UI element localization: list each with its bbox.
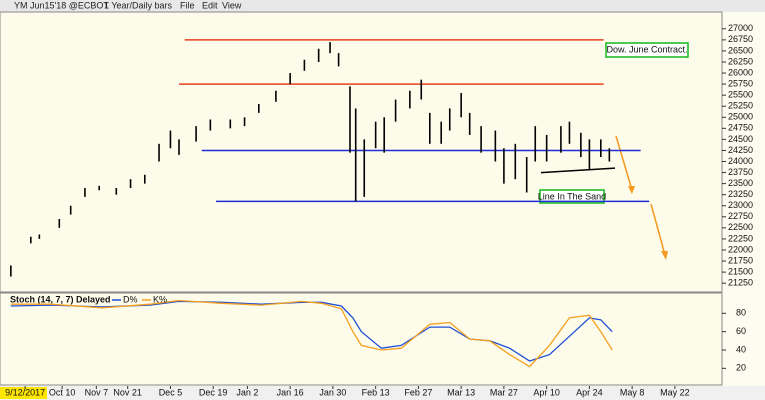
y-tick-label: 22500 [728,222,753,232]
y-tick-label: 25250 [728,101,753,111]
menu-view[interactable]: View [222,0,242,10]
y-tick-label: 26750 [728,34,753,44]
toolbar [0,0,765,12]
x-tick-label: Jan 16 [277,387,304,397]
y-tick-label: 26000 [728,67,753,77]
annotation: Line In The Sand [538,191,606,201]
y-tick-label: 26500 [728,45,753,55]
y-tick-label: 24750 [728,123,753,133]
y-tick-label: 27000 [728,23,753,33]
x-tick-label: Nov 7 [85,387,109,397]
y-tick-label: 21250 [728,278,753,288]
y-tick-label: 20 [736,363,746,373]
menu-edit[interactable]: Edit [202,0,218,10]
x-tick-label: Feb 27 [404,387,432,397]
x-tick-label: May 22 [660,387,690,397]
legend-label: K% [153,294,167,304]
stoch-line [10,299,613,368]
arrow [615,135,633,191]
x-tick-label: Dec 19 [199,387,228,397]
arrow [650,203,666,256]
symbol[interactable]: YM Jun15'18 @ECBOT [14,0,109,10]
menu-file[interactable]: File [180,0,195,10]
annotation-box [605,42,689,58]
cursor-date [0,387,47,399]
x-tick-label: Mar 13 [447,387,475,397]
y-tick-label: 60 [736,326,746,336]
annotation: Dow. June Contract. [606,44,687,54]
y-tick-label: 22000 [728,244,753,254]
x-tick-label: May 8 [620,387,645,397]
trend-line [540,167,616,174]
y-tick-label: 25000 [728,112,753,122]
y-tick-label: 80 [736,308,746,318]
x-tick-label: Jan 30 [319,387,346,397]
arrow-head [628,186,635,194]
x-tick-label: Nov 21 [113,387,142,397]
x-tick-label: Feb 13 [362,387,390,397]
x-tick-label: 9/12/2017 [5,387,45,397]
y-tick-label: 21500 [728,266,753,276]
x-tick-label: Apr 10 [533,387,560,397]
stoch-line [10,300,613,362]
legend-label: D% [123,294,138,304]
y-tick-label: 23000 [728,200,753,210]
y-tick-label: 25500 [728,90,753,100]
stoch-title: Stoch (14, 7, 7) Delayed [10,294,111,304]
x-tick-label: Apr 24 [576,387,603,397]
arrow-head [661,251,668,260]
y-tick-label: 22750 [728,211,753,221]
x-tick-label: Oct 10 [49,387,76,397]
y-tick-label: 22250 [728,233,753,243]
y-tick-label: 23250 [728,189,753,199]
y-tick-label: 21750 [728,255,753,265]
y-tick-label: 23500 [728,178,753,188]
y-tick-label: 24250 [728,145,753,155]
x-tick-label: Mar 27 [490,387,518,397]
y-tick-label: 23750 [728,167,753,177]
x-tick-label: Jan 2 [236,387,258,397]
date-axis [0,386,765,400]
annotation-box [539,189,605,204]
y-tick-label: 40 [736,344,746,354]
y-tick-label: 24000 [728,156,753,166]
x-tick-label: Dec 5 [159,387,183,397]
price-panel [0,11,723,293]
stoch-panel [0,292,723,386]
y-tick-label: 25750 [728,78,753,88]
y-tick-label: 26250 [728,56,753,66]
y-tick-label: 24500 [728,134,753,144]
interval[interactable]: 1 Year/Daily bars [104,0,173,10]
